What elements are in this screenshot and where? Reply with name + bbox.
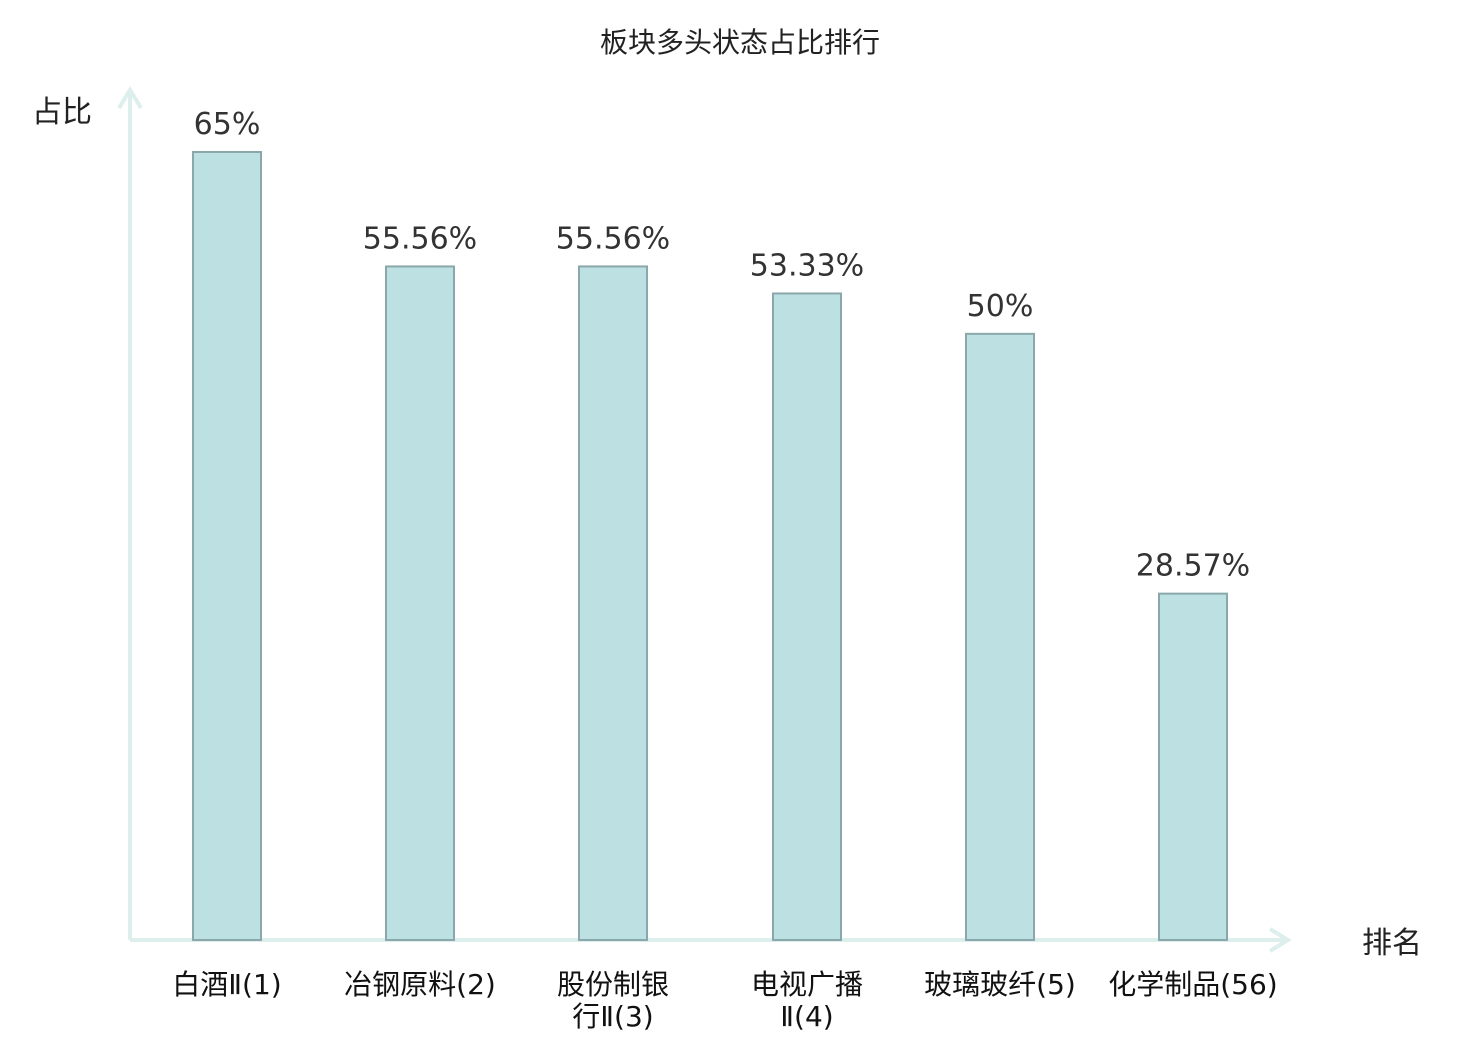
data-label-3: 55.56% <box>556 221 670 256</box>
x-tick-label-3-line-2: 行Ⅱ(3) <box>572 1000 653 1033</box>
x-tick-label-4-line-1: 电视广播 <box>751 968 863 1001</box>
x-tick-label-3-line-1: 股份制银 <box>557 968 669 1001</box>
data-label-5: 50% <box>967 289 1034 324</box>
bar-2 <box>385 265 455 941</box>
bar-3 <box>578 265 648 941</box>
bar-6 <box>1158 592 1228 941</box>
data-label-2: 55.56% <box>363 221 477 256</box>
data-labels: 65% 55.56% 55.56% 53.33% 50% 28.57% <box>194 107 1251 584</box>
data-label-4: 53.33% <box>750 248 864 283</box>
x-tick-label-4-line-2: Ⅱ(4) <box>780 1000 833 1033</box>
bar-5 <box>965 332 1035 942</box>
x-tick-label-2: 冶钢原料(2) <box>344 968 496 1001</box>
x-tick-label-5: 玻璃玻纤(5) <box>924 968 1076 1001</box>
data-label-6: 28.57% <box>1136 549 1250 584</box>
x-axis <box>130 927 1292 953</box>
bar-4 <box>772 292 842 941</box>
x-tick-label-1: 白酒Ⅱ(1) <box>172 968 281 1001</box>
bar-1 <box>192 151 262 941</box>
chart-title: 板块多头状态占比排行 <box>600 26 880 59</box>
data-label-1: 65% <box>194 107 261 142</box>
bar-series <box>192 151 1228 942</box>
y-axis <box>117 86 143 940</box>
x-tick-label-6: 化学制品(56) <box>1108 968 1277 1001</box>
x-axis-label: 排名 <box>1362 926 1422 961</box>
y-axis-label: 占比 <box>32 95 92 130</box>
